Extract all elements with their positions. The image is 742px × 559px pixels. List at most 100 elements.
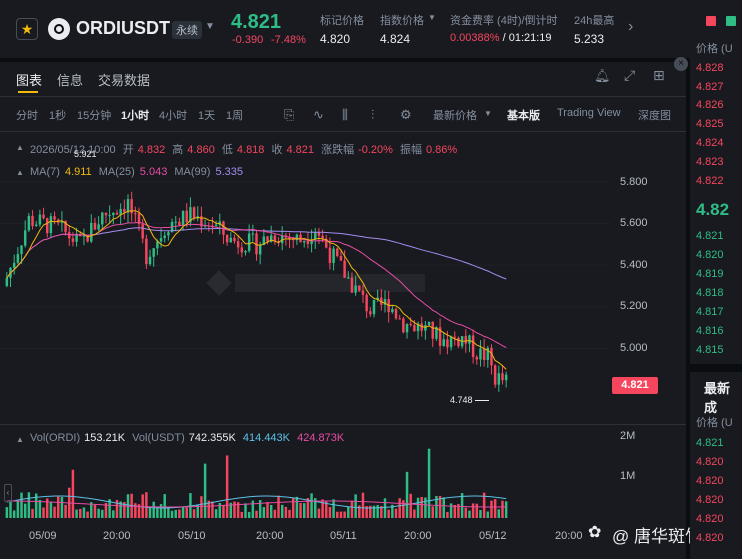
ask-price[interactable]: 4.822 [696, 175, 724, 187]
ask-price[interactable]: 4.825 [696, 118, 724, 130]
candle-body [295, 234, 299, 241]
volume-bar [358, 505, 361, 518]
bid-price[interactable]: 4.820 [696, 249, 724, 261]
scroll-left-handle[interactable]: ‹ [4, 484, 12, 502]
close-panel-button[interactable]: × [674, 57, 688, 71]
price-tick: 5.200 [620, 300, 648, 312]
candle-body [163, 235, 166, 239]
kline-chart[interactable] [0, 136, 686, 559]
volume-bar [119, 501, 122, 518]
tradingview-button[interactable]: Trading View [557, 107, 621, 119]
index-price-value: 4.824 [380, 32, 411, 46]
vol-ma1-value: 414.443K [242, 432, 291, 444]
interval-timeline[interactable]: 分时 [16, 110, 38, 122]
candle-body [38, 214, 42, 225]
candle-body [394, 309, 398, 319]
favorite-star-button[interactable]: ★ [16, 18, 38, 40]
tab-trading-data[interactable]: 交易数据 [98, 70, 150, 90]
ordi-logo-icon [48, 18, 70, 40]
candle-type-icon[interactable]: ⫼ [342, 107, 348, 122]
ma7-value: 4.911 [64, 166, 92, 178]
volume-bar [20, 492, 23, 518]
volume-bar [211, 501, 214, 518]
latest-price-select[interactable]: 最新价格 [433, 110, 477, 122]
tab-chart[interactable]: 图表 [16, 70, 42, 90]
volume-bar [372, 505, 376, 518]
candle-body [137, 213, 141, 225]
volume-bar [75, 509, 78, 518]
index-dropdown-icon[interactable]: ▼ [428, 13, 436, 22]
interval-4h[interactable]: 4小时 [159, 110, 188, 122]
tab-info[interactable]: 信息 [57, 70, 83, 90]
bid-price[interactable]: 4.818 [696, 287, 724, 299]
candle-body [60, 220, 64, 223]
symbol-dropdown-icon[interactable]: ▼ [205, 21, 215, 32]
bid-price[interactable]: 4.819 [696, 268, 724, 280]
candle-body [383, 299, 387, 305]
candle-body [185, 210, 188, 223]
star-icon: ★ [20, 20, 34, 37]
line-tool-icon[interactable]: ∿ [313, 107, 324, 122]
ohlc-close-label: 收 [271, 144, 283, 156]
orderbook-toggle-icon-2[interactable] [726, 16, 736, 26]
volume-bar [405, 471, 409, 518]
candle-body [31, 215, 34, 227]
orderbook-toggle-icon[interactable] [706, 16, 716, 26]
symbol-name[interactable]: ORDIUSDT [76, 18, 170, 38]
interval-15m[interactable]: 15分钟 [77, 110, 112, 122]
vol-usdt-label: Vol(USDT) [132, 432, 185, 444]
current-price-value: 4.821 [621, 379, 649, 391]
orderbook-mid-price: 4.82 [696, 200, 730, 219]
volume-bar [185, 507, 188, 518]
interval-1s[interactable]: 1秒 [49, 110, 67, 122]
candle-body [464, 336, 468, 344]
expand-icon[interactable]: ⤢ [624, 67, 636, 83]
volume-bar [354, 494, 357, 518]
bid-price[interactable]: 4.815 [696, 344, 724, 356]
volume-bar [174, 509, 177, 518]
volume-bar [380, 506, 383, 518]
candle-body [75, 233, 78, 242]
ma7-line [6, 210, 507, 370]
candle-body [90, 222, 93, 242]
ma-collapse-icon[interactable]: ▲ [16, 168, 24, 177]
vol-collapse-icon[interactable]: ▲ [16, 435, 24, 444]
volume-bar [108, 499, 111, 518]
bid-price[interactable]: 4.816 [696, 325, 724, 337]
depth-chart-button[interactable]: 深度图 [638, 110, 671, 122]
latest-price-dropdown-icon[interactable]: ▼ [484, 109, 492, 118]
tab-chart-underline [18, 91, 38, 93]
chart-settings-icon[interactable]: ⚙ [400, 107, 412, 122]
header-scroll-right-icon[interactable]: › [628, 18, 634, 35]
recent-trades-title[interactable]: 最新成 [704, 381, 731, 415]
volume-bar [460, 493, 464, 518]
candle-body [23, 230, 27, 246]
ask-price[interactable]: 4.828 [696, 62, 724, 74]
basic-view-button[interactable]: 基本版 [507, 110, 540, 122]
bid-price[interactable]: 4.817 [696, 306, 724, 318]
candle-body [416, 323, 420, 332]
ask-price[interactable]: 4.826 [696, 99, 724, 111]
volume-bar [402, 500, 405, 518]
volume-pane-divider [0, 424, 686, 425]
volume-bar [269, 504, 273, 518]
volume-bar [104, 502, 108, 518]
interval-1d[interactable]: 1天 [198, 110, 216, 122]
bell-icon[interactable]: 🔔︎ [594, 68, 611, 83]
ask-price[interactable]: 4.823 [696, 156, 724, 168]
bid-price[interactable]: 4.821 [696, 230, 724, 242]
interval-1h[interactable]: 1小时 [121, 110, 150, 122]
volume-bar [383, 498, 387, 518]
candle-body [336, 248, 339, 257]
time-tick: 20:00 [555, 530, 583, 542]
indicator-icon[interactable]: ⎘ [284, 107, 295, 122]
interval-1w[interactable]: 1周 [226, 110, 244, 122]
ohlc-collapse-icon[interactable]: ▲ [16, 143, 24, 152]
candle-body [112, 212, 115, 216]
ask-price[interactable]: 4.827 [696, 81, 724, 93]
ask-price[interactable]: 4.824 [696, 137, 724, 149]
compare-icon[interactable]: ⫶ [371, 107, 375, 122]
candle-body [380, 297, 383, 305]
grid-icon[interactable]: ⊞ [653, 67, 665, 83]
volume-bar [207, 500, 211, 518]
